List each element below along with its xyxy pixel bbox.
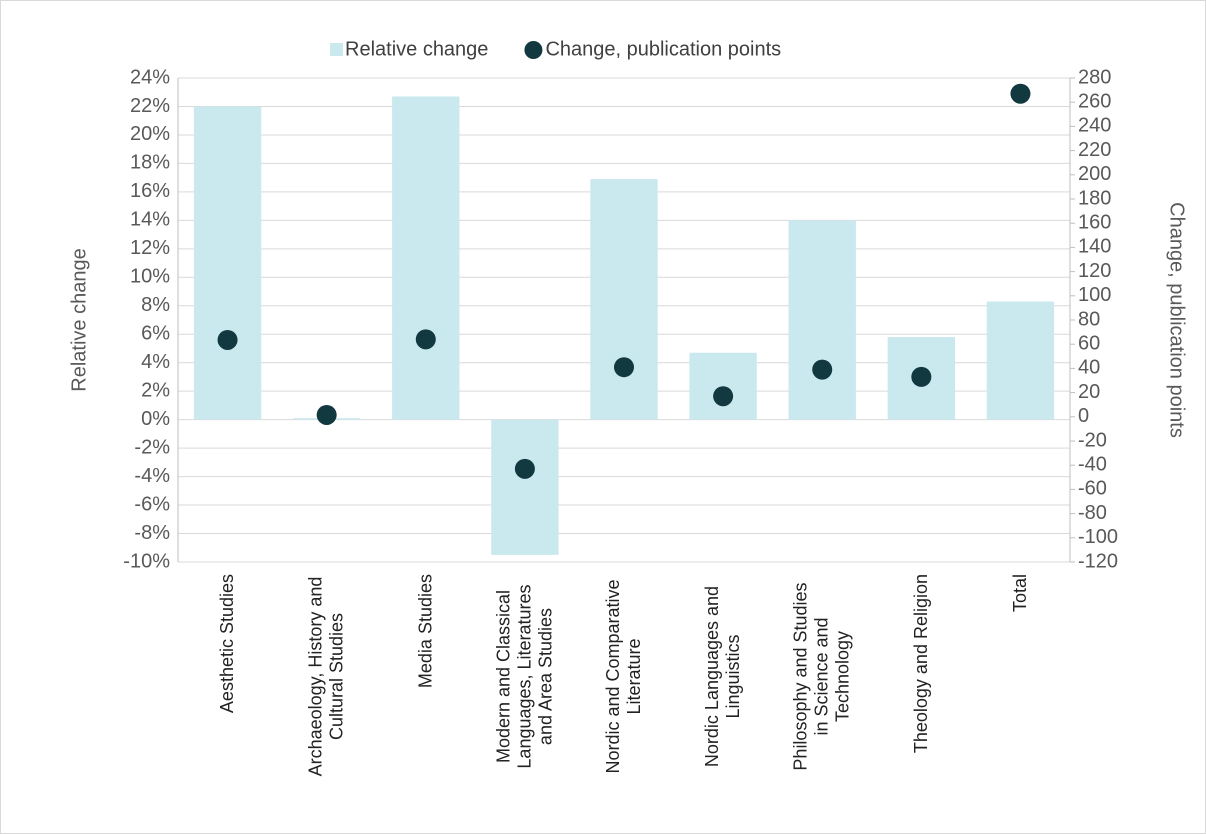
y2-tick-label: 40 (1078, 357, 1100, 379)
y-tick-label: 18% (130, 152, 170, 174)
y2-tick-label: 120 (1078, 260, 1111, 282)
bar (491, 419, 559, 555)
x-tick-text: Modern and Classical Languages, Literatu… (493, 584, 556, 769)
y-tick-label: 24% (130, 66, 170, 88)
point (1010, 83, 1031, 104)
y2-tick-label: 20 (1078, 381, 1100, 403)
y-tick-label: 14% (130, 209, 170, 231)
bar (788, 220, 856, 420)
y2-tick-label: 280 (1078, 66, 1111, 88)
x-tick-label: Modern and Classical Languages, Literatu… (493, 574, 556, 779)
point (415, 329, 436, 350)
point (614, 357, 634, 378)
y-tick-label: 20% (130, 123, 170, 145)
y-tick-label: 16% (130, 180, 170, 202)
y-tick-label: -8% (134, 522, 170, 544)
y2-tick-label: 220 (1078, 139, 1111, 161)
y-tick-label: -10% (123, 550, 170, 572)
y2-tick-label: 0 (1078, 405, 1089, 427)
x-tick-text: Media Studies (415, 574, 436, 689)
legend-swatch (330, 43, 343, 56)
x-tick-text: Theology and Religion (910, 574, 931, 754)
y2-tick-label: -40 (1078, 453, 1107, 475)
legend-label: Relative change (345, 38, 488, 60)
point (514, 458, 535, 479)
point (713, 386, 734, 407)
point (316, 404, 337, 425)
y2-tick-label: 180 (1078, 187, 1111, 209)
y-tick-label: 0% (141, 408, 170, 430)
y2-tick-label: -120 (1078, 550, 1118, 572)
y2-tick-label: -60 (1078, 478, 1107, 500)
legend-label: Change, publication points (545, 38, 781, 60)
y2-tick-label: -100 (1078, 526, 1118, 548)
x-tick-label: Theology and Religion (911, 574, 932, 779)
point (812, 359, 833, 380)
x-tick-label: Archaeology, History and Cultural Studie… (306, 574, 348, 779)
x-tick-label: Total (1010, 574, 1031, 779)
x-tick-label: Philosophy and Studies in Science and Te… (791, 574, 854, 779)
y2-tick-label: 200 (1078, 163, 1111, 185)
bar (193, 106, 262, 420)
y-axis-title: Relative change (68, 248, 90, 391)
y2-tick-label: -80 (1078, 502, 1107, 524)
y-tick-label: 4% (141, 351, 170, 373)
y2-tick-label: -20 (1078, 429, 1107, 451)
y2-tick-label: 240 (1078, 115, 1111, 137)
legend-swatch (524, 41, 543, 59)
x-tick-label: Media Studies (415, 574, 436, 779)
bar (689, 352, 757, 420)
x-tick-label: Aesthetic Studies (217, 574, 238, 779)
y-tick-label: -6% (134, 493, 170, 515)
y2-axis-title: Change, publication points (1166, 202, 1188, 438)
y-tick-label: 12% (130, 237, 170, 259)
y-tick-label: 2% (141, 379, 170, 401)
bar (392, 96, 460, 420)
x-tick-text: Nordic Languages and Linguistics (702, 585, 744, 768)
point (911, 366, 932, 387)
bar (986, 301, 1055, 420)
x-tick-text: Philosophy and Studies in Science and Te… (790, 582, 853, 771)
x-tick-text: Archaeology, History and Cultural Studie… (305, 576, 347, 777)
y2-tick-label: 140 (1078, 236, 1111, 258)
y2-tick-label: 100 (1078, 284, 1111, 306)
x-tick-label: Nordic Languages and Linguistics (702, 574, 744, 779)
y-tick-label: -4% (134, 465, 170, 487)
x-tick-text: Aesthetic Studies (217, 574, 238, 714)
y2-tick-label: 260 (1078, 90, 1111, 112)
x-tick-text: Nordic and Comparative Literature (603, 579, 644, 774)
y-tick-label: -2% (134, 436, 170, 458)
x-tick-label: Nordic and Comparative Literature (603, 574, 645, 779)
y2-tick-label: 160 (1078, 211, 1111, 233)
bar (590, 179, 658, 420)
point (217, 329, 238, 350)
x-tick-text: Total (1009, 574, 1030, 613)
y-tick-label: 8% (141, 294, 170, 316)
y-tick-label: 6% (141, 323, 170, 345)
y2-tick-label: 60 (1078, 332, 1100, 354)
y-tick-label: 22% (130, 95, 170, 117)
y2-tick-label: 80 (1078, 308, 1100, 330)
y-tick-label: 10% (130, 266, 170, 288)
